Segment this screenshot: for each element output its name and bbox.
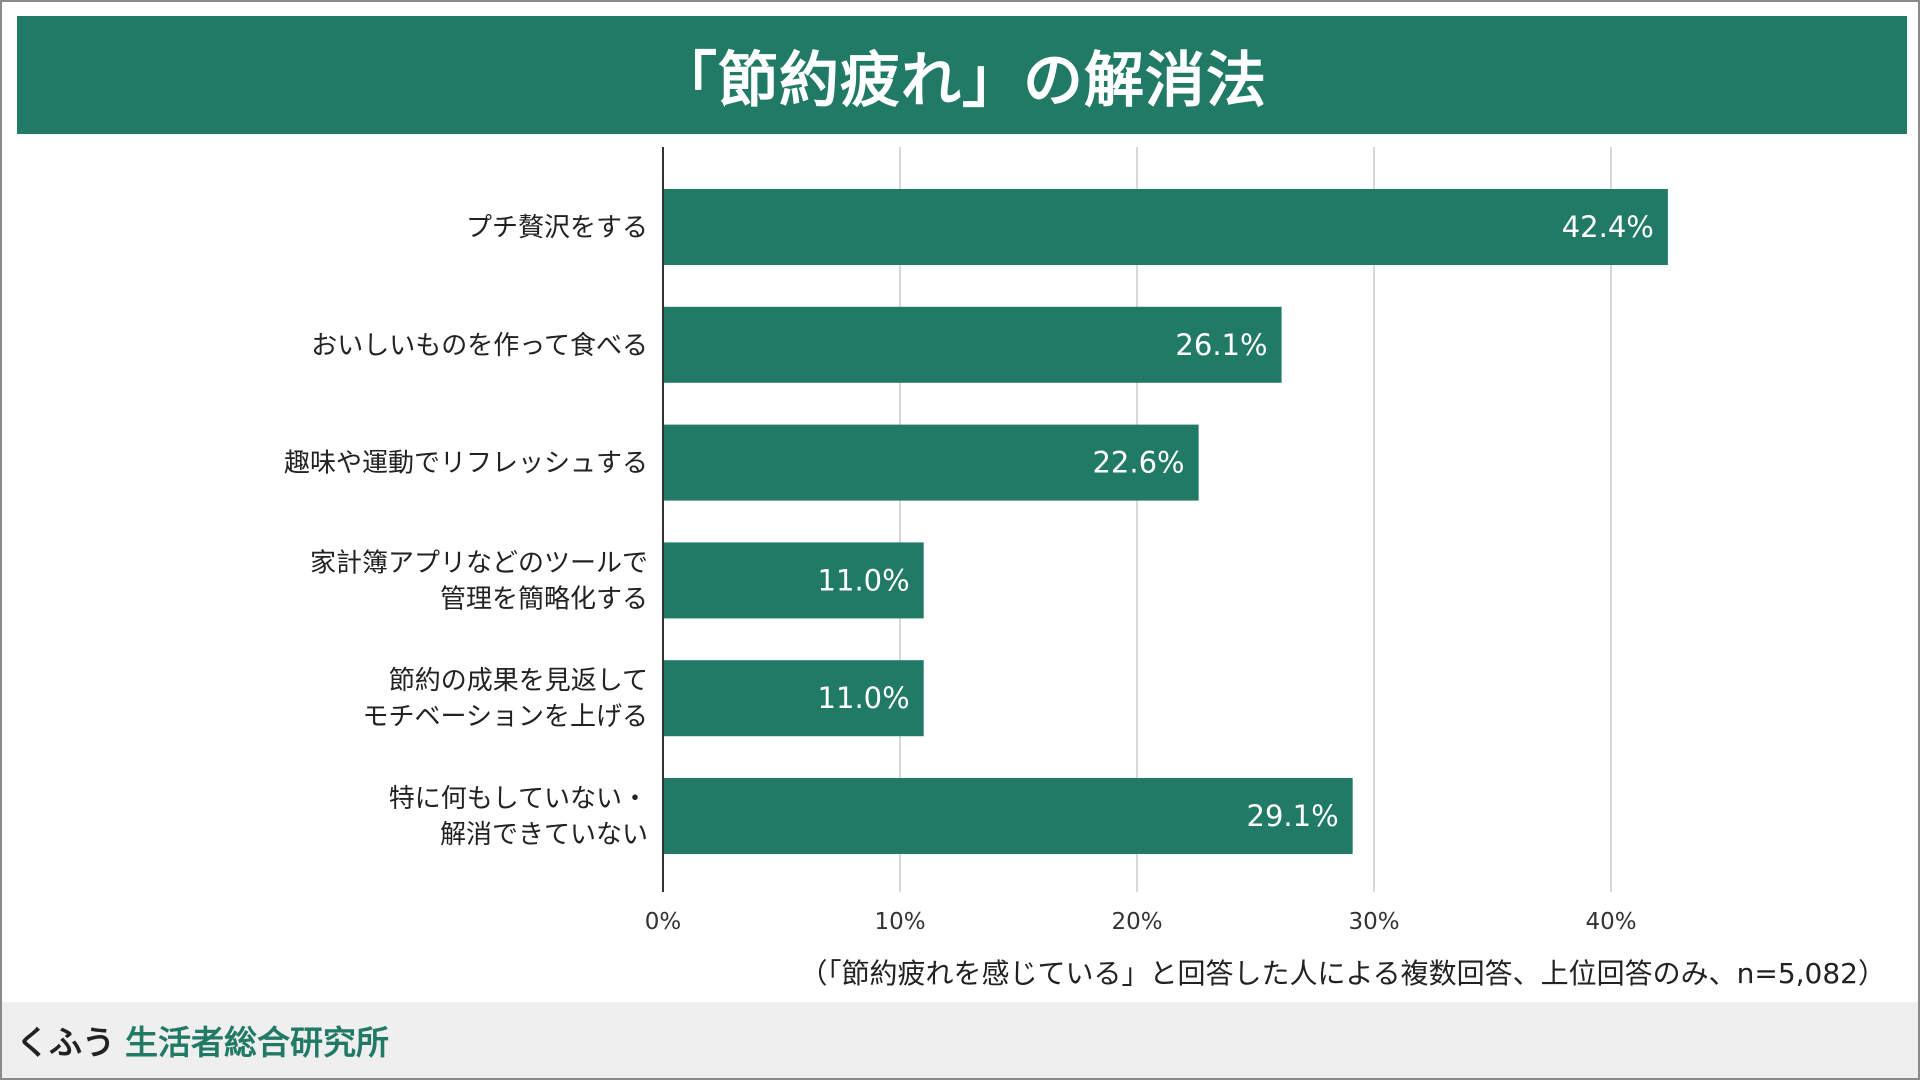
bar: [663, 660, 924, 737]
category-label: 管理を簡略化する: [440, 584, 648, 614]
category-label: 特に何もしていない・: [389, 784, 648, 814]
x-tick-label: 40%: [1585, 909, 1636, 935]
bar: [663, 542, 924, 619]
category-label: 節約の成果を見返して: [389, 666, 648, 696]
bar: [663, 189, 1668, 265]
x-tick-label: 30%: [1348, 909, 1399, 935]
x-tick-labels: 0% 10% 20% 30% 40%: [645, 909, 1637, 935]
category-label: モチベーションを上げる: [363, 702, 648, 732]
title-banner: 「節約疲れ」の解消法: [17, 16, 1907, 134]
category-label: 趣味や運動でリフレッシュする: [284, 449, 648, 479]
value-label: 11.0%: [818, 563, 910, 597]
value-label: 22.6%: [1092, 446, 1184, 480]
category-label: 家計簿アプリなどのツールで: [310, 548, 648, 578]
x-tick-label: 10%: [874, 909, 925, 935]
brand-lab-name: 生活者総合研究所: [125, 1023, 389, 1062]
footer-bar: くふう 生活者総合研究所: [2, 1002, 1918, 1078]
chart-title: 「節約疲れ」の解消法: [657, 45, 1267, 116]
value-label: 26.1%: [1175, 328, 1267, 362]
category-labels: プチ贅沢をするおいしいものを作って食べる趣味や運動でリフレッシュする家計簿アプリ…: [284, 213, 648, 850]
value-label: 42.4%: [1562, 210, 1654, 244]
bars: [663, 189, 1668, 854]
bar-chart: プチ贅沢をするおいしいものを作って食べる趣味や運動でリフレッシュする家計簿アプリ…: [284, 147, 1668, 935]
category-label: 解消できていない: [440, 820, 648, 850]
value-label: 11.0%: [818, 681, 910, 715]
bar: [663, 778, 1353, 854]
category-label: おいしいものを作って食べる: [311, 331, 648, 361]
bar: [663, 424, 1199, 501]
brand-name: くふう: [16, 1023, 115, 1062]
x-tick-label: 20%: [1111, 909, 1162, 935]
category-label: プチ贅沢をする: [466, 213, 648, 243]
bar: [663, 306, 1282, 383]
survey-note: （「節約疲れを感じている」と回答した人による複数回答、上位回答のみ、n=5,08…: [799, 957, 1886, 990]
x-tick-label: 0%: [645, 909, 682, 935]
value-label: 29.1%: [1247, 799, 1339, 833]
value-labels: 42.4% 26.1% 22.6% 11.0% 11.0% 29.1%: [818, 210, 1654, 833]
grid-lines: [899, 147, 1612, 892]
